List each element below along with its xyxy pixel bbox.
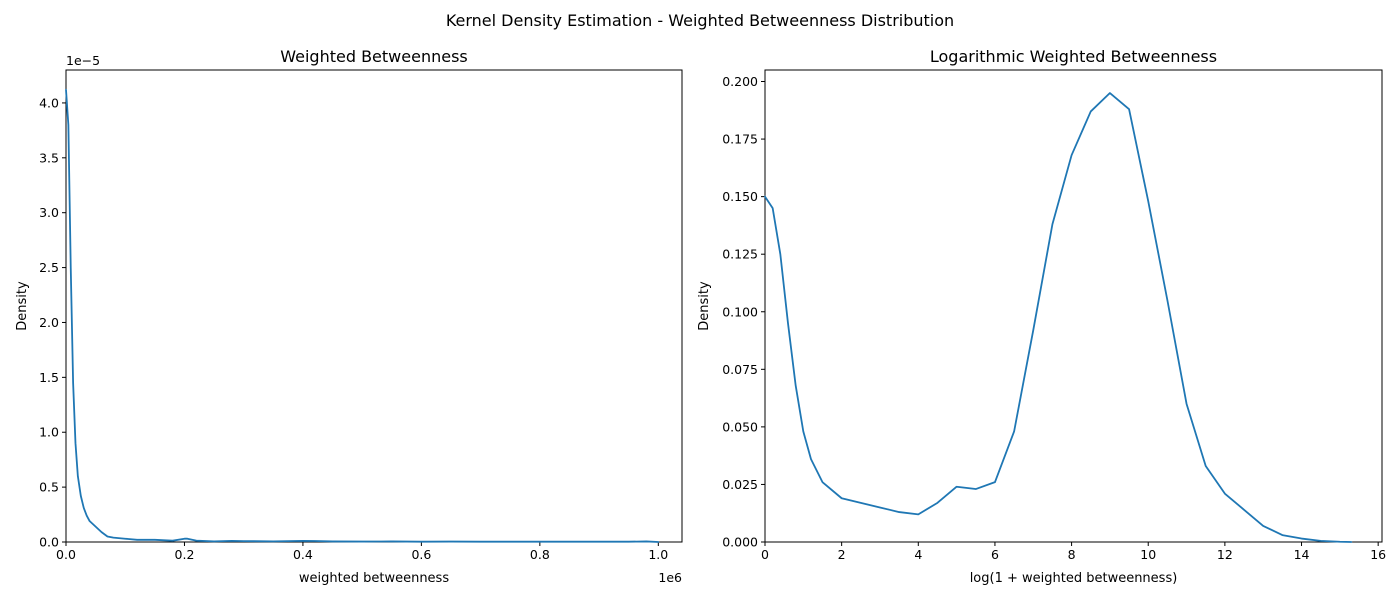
x-tick-label: 0.8 [530,547,550,562]
chart-panel-log-weighted-betweenness: Logarithmic Weighted Betweenness 0 2 4 6 8 10 1… [697,47,1386,586]
x-tick-label: 8 [1068,547,1076,562]
kde-density-line [65,88,660,543]
y-axis-label: Density [15,281,30,331]
axes-frame [764,69,1383,543]
x-tick-label: 0.4 [293,547,313,562]
y-tick-label: 0.100 [722,304,758,319]
x-tick-label: 2 [838,547,846,562]
x-tick-label: 6 [991,547,999,562]
y-axis-label: Density [697,281,712,331]
y-tick-label: 0.025 [722,477,758,492]
y-tick-label: 0.000 [722,535,758,550]
x-tick-label: 1.0 [648,547,668,562]
x-tick-label: 0.0 [56,547,76,562]
y-offset-label: 1e−5 [66,53,100,68]
x-tick-label: 0.6 [411,547,431,562]
axes-frame [65,69,683,543]
y-tick-label: 0.0 [39,535,59,550]
y-tick-label: 0.175 [722,132,758,147]
y-tick-label: 0.5 [39,480,59,495]
x-offset-label: 1e6 [658,570,682,585]
chart-panel-weighted-betweenness: Weighted Betweenness 0.0 0.2 0.4 0.6 0.8 1.0 0.… [15,47,683,586]
x-axis-label: weighted betweenness [299,571,449,586]
x-tick-label: 16 [1370,547,1386,562]
y-tick-label: 2.0 [39,315,59,330]
x-tick-label: 0.2 [175,547,195,562]
panel-title: Weighted Betweenness [280,47,468,66]
y-tick-label: 1.5 [39,370,59,385]
x-tick-label: 4 [914,547,922,562]
y-tick-label: 0.075 [722,362,758,377]
y-tick-label: 1.0 [39,425,59,440]
y-tick-label: 4.0 [39,95,59,110]
y-tick-label: 0.050 [722,419,758,434]
x-tick-label: 10 [1140,547,1156,562]
y-tick-label: 0.150 [722,189,758,204]
y-tick-label: 0.200 [722,74,758,89]
kde-density-line [764,92,1353,543]
figure-suptitle: Kernel Density Estimation - Weighted Bet… [446,11,954,30]
panel-title: Logarithmic Weighted Betweenness [930,47,1217,66]
y-tick-label: 3.0 [39,205,59,220]
x-tick-label: 14 [1294,547,1310,562]
x-tick-label: 12 [1217,547,1233,562]
y-tick-label: 2.5 [39,260,59,275]
y-tick-label: 0.125 [722,247,758,262]
y-tick-label: 3.5 [39,150,59,165]
x-tick-label: 0 [761,547,769,562]
x-axis-label: log(1 + weighted betweenness) [970,571,1178,586]
